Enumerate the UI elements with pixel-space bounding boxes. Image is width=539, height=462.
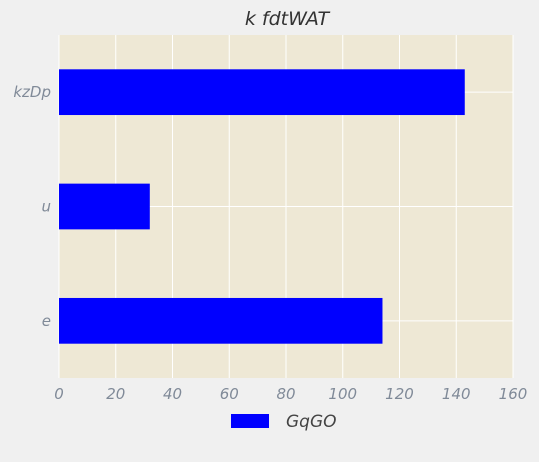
- legend-label: GqGO: [286, 412, 337, 432]
- y-tick-label: kzDp: [13, 83, 51, 101]
- x-tick-label: 0: [54, 385, 64, 403]
- x-tick-label: 140: [442, 385, 471, 403]
- x-tick-label: 160: [499, 385, 528, 403]
- bar-kzDp: [59, 69, 465, 116]
- y-tick-label: e: [42, 312, 51, 330]
- bars: [59, 69, 465, 344]
- x-tick-label: 20: [106, 385, 125, 403]
- x-tick-label: 80: [276, 385, 295, 403]
- x-tick-label: 120: [385, 385, 414, 403]
- x-tick-labels: 0 20 40 60 80 100 120 140 160: [54, 385, 527, 403]
- legend: GqGO: [231, 412, 337, 432]
- legend-swatch: [231, 414, 269, 428]
- chart-title: k fdtWAT: [245, 8, 331, 30]
- x-tick-label: 60: [220, 385, 239, 403]
- x-tick-label: 40: [163, 385, 182, 403]
- x-tick-label: 100: [328, 385, 357, 403]
- bar-e: [59, 297, 383, 344]
- y-tick-labels: kzDp u e: [13, 83, 51, 330]
- bar-u: [59, 183, 150, 230]
- y-tick-label: u: [41, 198, 51, 216]
